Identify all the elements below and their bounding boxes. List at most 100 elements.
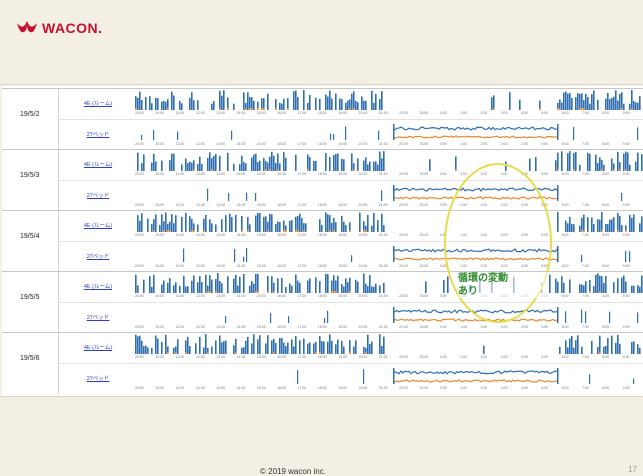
time-tick-label: 22:00	[399, 203, 408, 207]
time-tick-label: 18:00	[317, 325, 327, 329]
activity-bar-secondary	[573, 169, 575, 171]
activity-bar	[381, 345, 383, 354]
activity-bar	[137, 152, 139, 171]
activity-bar-secondary	[539, 108, 541, 110]
day-block: 19/5/6 4E (ルーム) 27ベッド 20:00 10:00 11:00 12:00 1…	[2, 332, 643, 394]
time-tick-label: 20:00	[358, 264, 368, 268]
activity-bar	[617, 213, 619, 232]
activity-bar	[327, 274, 329, 293]
activity-bar-secondary	[193, 169, 195, 171]
time-tick-label: 15:00	[256, 386, 266, 390]
activity-bar	[613, 282, 615, 293]
room-sensor-label[interactable]: 4E (ルーム)	[83, 345, 113, 351]
room-sensor-label[interactable]: 4E (ルーム)	[83, 284, 113, 290]
activity-bar	[253, 334, 255, 354]
row-divider	[58, 180, 643, 181]
activity-bar	[189, 97, 191, 110]
activity-bar	[291, 220, 293, 232]
activity-bar-secondary	[365, 352, 367, 354]
activity-bar-secondary	[349, 291, 351, 293]
activity-bar	[623, 275, 625, 293]
activity-bar	[189, 346, 191, 354]
room-sensor-label[interactable]: 4E (ルーム)	[83, 162, 113, 168]
activity-bar	[277, 221, 279, 232]
activity-bar	[613, 217, 615, 232]
activity-bar	[303, 90, 305, 110]
time-tick-label: 8:00	[602, 294, 610, 298]
activity-bar	[633, 341, 635, 354]
activity-bar	[199, 156, 201, 171]
activity-bar	[579, 284, 581, 293]
activity-bar	[561, 102, 563, 110]
activity-bar	[609, 219, 611, 232]
day-block: 19/5/5 4E (ルーム) 27ベッド 20:00 10:00 11:00 12:00 1…	[2, 271, 643, 333]
activity-bar	[295, 216, 297, 232]
activity-bar	[633, 214, 635, 232]
room-sensor-label[interactable]: 4E (ルーム)	[83, 223, 113, 229]
time-tick-label: 0:00	[439, 172, 447, 176]
wacon-logo: WACON.	[16, 20, 103, 36]
time-tick-label: 14:00	[236, 111, 246, 115]
bed-sensor-label[interactable]: 27ベッド	[86, 193, 110, 199]
activity-bar	[349, 222, 351, 232]
activity-bar	[301, 218, 303, 232]
activity-bar	[587, 217, 589, 232]
time-tick-label: 2:00	[480, 111, 488, 115]
time-tick-label: 17:00	[297, 355, 307, 359]
activity-bar-secondary	[153, 230, 155, 232]
activity-bar	[373, 286, 375, 293]
activity-bar	[379, 99, 381, 110]
bed-sensor-label[interactable]: 27ベッド	[86, 315, 110, 321]
bed-activity-bar	[629, 251, 631, 262]
activity-bar	[639, 96, 641, 110]
activity-bar-secondary	[631, 108, 633, 110]
activity-bar	[493, 95, 495, 110]
activity-bar	[307, 102, 309, 110]
time-tick-label: 14:00	[236, 264, 246, 268]
activity-bar	[271, 276, 273, 293]
activity-bar	[369, 161, 371, 171]
room-activity-chart	[137, 212, 643, 232]
bed-activity-bar	[381, 190, 383, 201]
activity-bar	[371, 286, 373, 293]
bed-sensor-label[interactable]: 27ベッド	[86, 132, 110, 138]
time-tick-label: 16:00	[277, 355, 286, 359]
time-tick-label: 23:00	[419, 203, 429, 207]
room-sensor-label[interactable]: 4E (ルーム)	[83, 101, 113, 107]
activity-bar	[141, 163, 143, 171]
activity-bar	[185, 158, 187, 171]
activity-bar	[381, 213, 383, 232]
activity-bar	[637, 102, 639, 110]
activity-bar	[329, 334, 331, 354]
activity-bar	[233, 163, 235, 171]
activity-bar	[215, 153, 217, 171]
activity-bar	[283, 220, 285, 232]
activity-bar	[279, 338, 281, 354]
activity-bar	[597, 162, 599, 171]
bed-sensor-label[interactable]: 27ベッド	[86, 254, 110, 260]
activity-bar	[631, 217, 633, 232]
activity-bar	[139, 91, 141, 110]
activity-bar	[357, 281, 359, 293]
time-tick-label: 20:00	[135, 233, 144, 237]
activity-bar	[245, 340, 247, 354]
activity-bar-secondary	[167, 230, 169, 232]
time-tick-label: 12:00	[195, 142, 205, 146]
activity-bar	[209, 219, 211, 232]
activity-bar	[219, 90, 221, 110]
time-tick-label: 3:00	[500, 142, 508, 146]
activity-bar	[169, 160, 171, 171]
activity-bar	[601, 159, 603, 171]
time-tick-label: 0:00	[439, 111, 447, 115]
activity-bar	[263, 98, 265, 110]
time-tick-label: 10:00	[155, 142, 165, 146]
activity-bar-secondary	[493, 108, 495, 110]
activity-bar	[181, 216, 183, 232]
wacon-logo-icon	[17, 21, 37, 33]
bed-activity-bar	[327, 310, 329, 323]
activity-bar	[631, 90, 633, 110]
day-block: 19/5/3 4E (ルーム) 27ベッド 20:00 10:00 11:00 12:00 1…	[2, 149, 643, 211]
bed-sensor-label[interactable]: 27ベッド	[86, 376, 110, 382]
activity-bar	[597, 346, 599, 354]
activity-bar	[595, 274, 597, 293]
